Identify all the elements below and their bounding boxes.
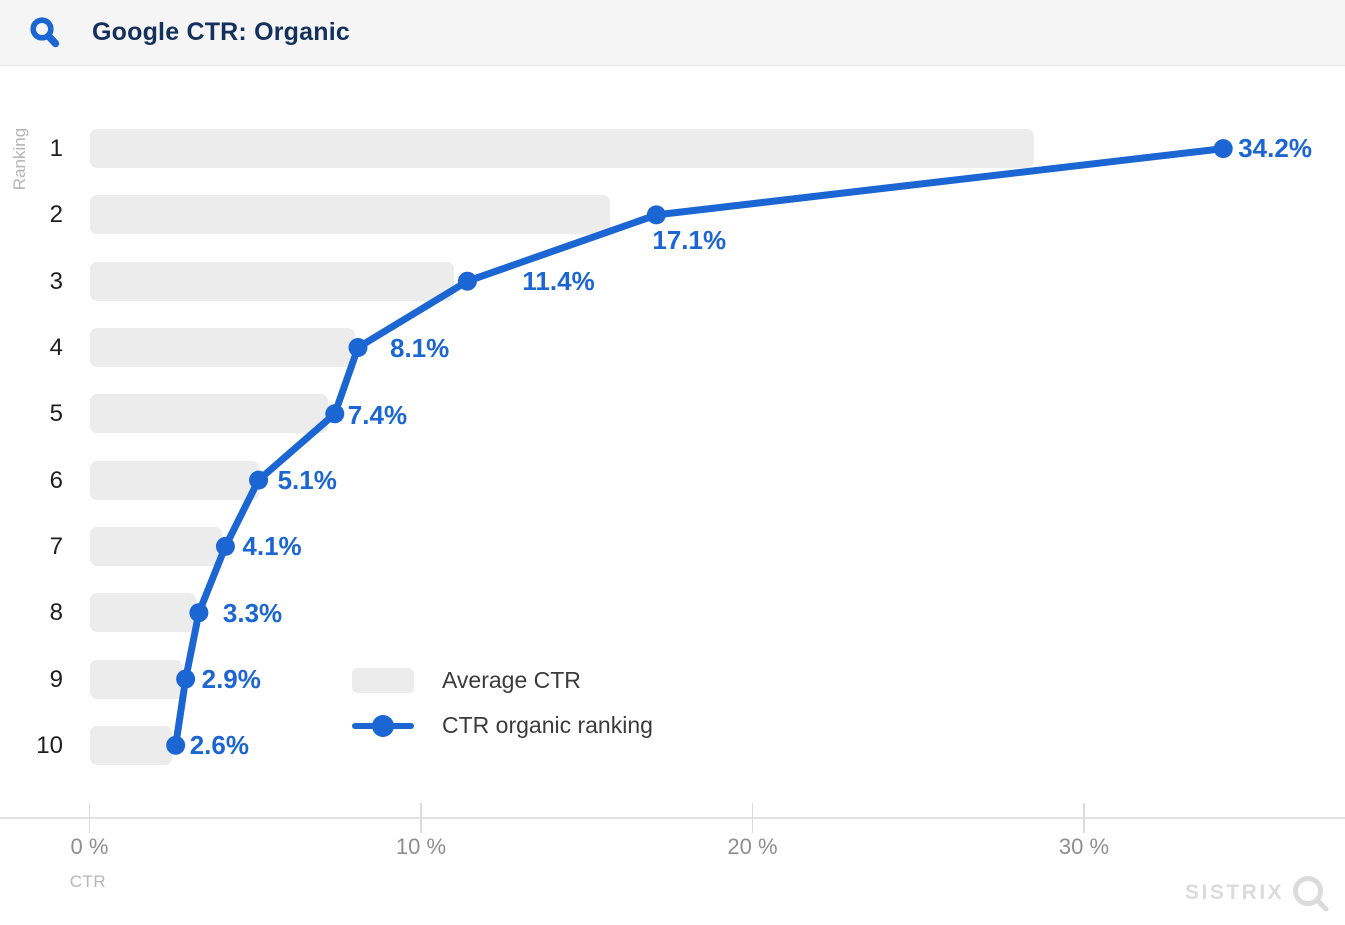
average-ctr-bar — [89, 659, 183, 699]
data-point-label: 17.1% — [652, 224, 727, 255]
ranking-label: 1 — [49, 135, 63, 163]
legend-label-average-ctr: Average CTR — [442, 667, 581, 693]
average-ctr-swatch — [352, 668, 414, 693]
legend-item-average-ctr: Average CTR — [352, 666, 653, 695]
data-point — [646, 205, 666, 225]
average-ctr-bar — [89, 195, 610, 235]
data-point-label: 8.1% — [390, 332, 450, 363]
x-tick — [420, 803, 422, 833]
ranking-label: 6 — [49, 466, 63, 494]
average-ctr-bar — [89, 725, 173, 765]
x-axis-title: CTR — [69, 872, 107, 891]
data-point-label: 2.6% — [189, 730, 249, 761]
x-tick-label: 10 % — [395, 834, 447, 859]
ctr-line — [172, 145, 1227, 749]
magnifier-icon — [1293, 876, 1329, 912]
ranking-label: 10 — [36, 731, 63, 759]
ranking-label: 2 — [49, 201, 63, 229]
legend-label-ctr-organic: CTR organic ranking — [442, 712, 653, 738]
data-point — [249, 470, 269, 490]
average-ctr-bar — [89, 394, 329, 434]
ranking-label: 7 — [49, 532, 63, 560]
data-point-label: 11.4% — [522, 266, 595, 297]
data-point-label: 5.1% — [277, 465, 337, 496]
x-tick — [1083, 803, 1085, 833]
legend: Average CTR CTR organic ranking — [352, 666, 653, 756]
data-point — [166, 735, 186, 755]
data-point-label: 7.4% — [347, 399, 408, 430]
data-point — [325, 404, 345, 424]
x-tick — [751, 803, 754, 833]
search-icon — [30, 17, 60, 48]
x-tick — [88, 803, 91, 833]
average-ctr-bar — [89, 328, 355, 367]
x-tick-label: 20 % — [727, 834, 778, 859]
data-point-label: 34.2% — [1238, 132, 1312, 163]
ranking-label: 4 — [49, 334, 63, 361]
legend-item-ctr-organic: CTR organic ranking — [352, 711, 653, 740]
data-point-label: 3.3% — [222, 597, 283, 628]
ranking-label: 9 — [49, 665, 63, 693]
data-point-label: 2.9% — [201, 664, 261, 694]
x-axis-line — [0, 817, 1345, 819]
data-point — [215, 536, 235, 556]
data-point-label: 4.1% — [242, 531, 302, 562]
ranking-label: 3 — [49, 267, 63, 295]
x-tick-label: 30 % — [1058, 834, 1110, 859]
average-ctr-bar — [89, 261, 455, 301]
average-ctr-bar — [89, 129, 1035, 169]
data-point — [189, 603, 209, 623]
average-ctr-bar — [89, 460, 259, 500]
ranking-label: 5 — [49, 400, 63, 428]
data-point — [457, 271, 477, 291]
widget-header: Google CTR: Organic — [0, 0, 1345, 66]
data-point — [348, 338, 368, 357]
average-ctr-bar — [89, 526, 223, 566]
sistrix-logo: SISTRIX — [1185, 873, 1334, 913]
x-tick-label: 0 % — [70, 834, 109, 859]
ctr-organic-swatch — [352, 713, 414, 738]
chart-title: Google CTR: Organic — [92, 18, 350, 46]
sistrix-logo-text: SISTRIX — [1185, 881, 1285, 904]
average-ctr-bar — [89, 593, 196, 633]
data-point — [176, 669, 196, 689]
ranking-label: 8 — [49, 599, 63, 627]
data-point — [1213, 139, 1233, 159]
